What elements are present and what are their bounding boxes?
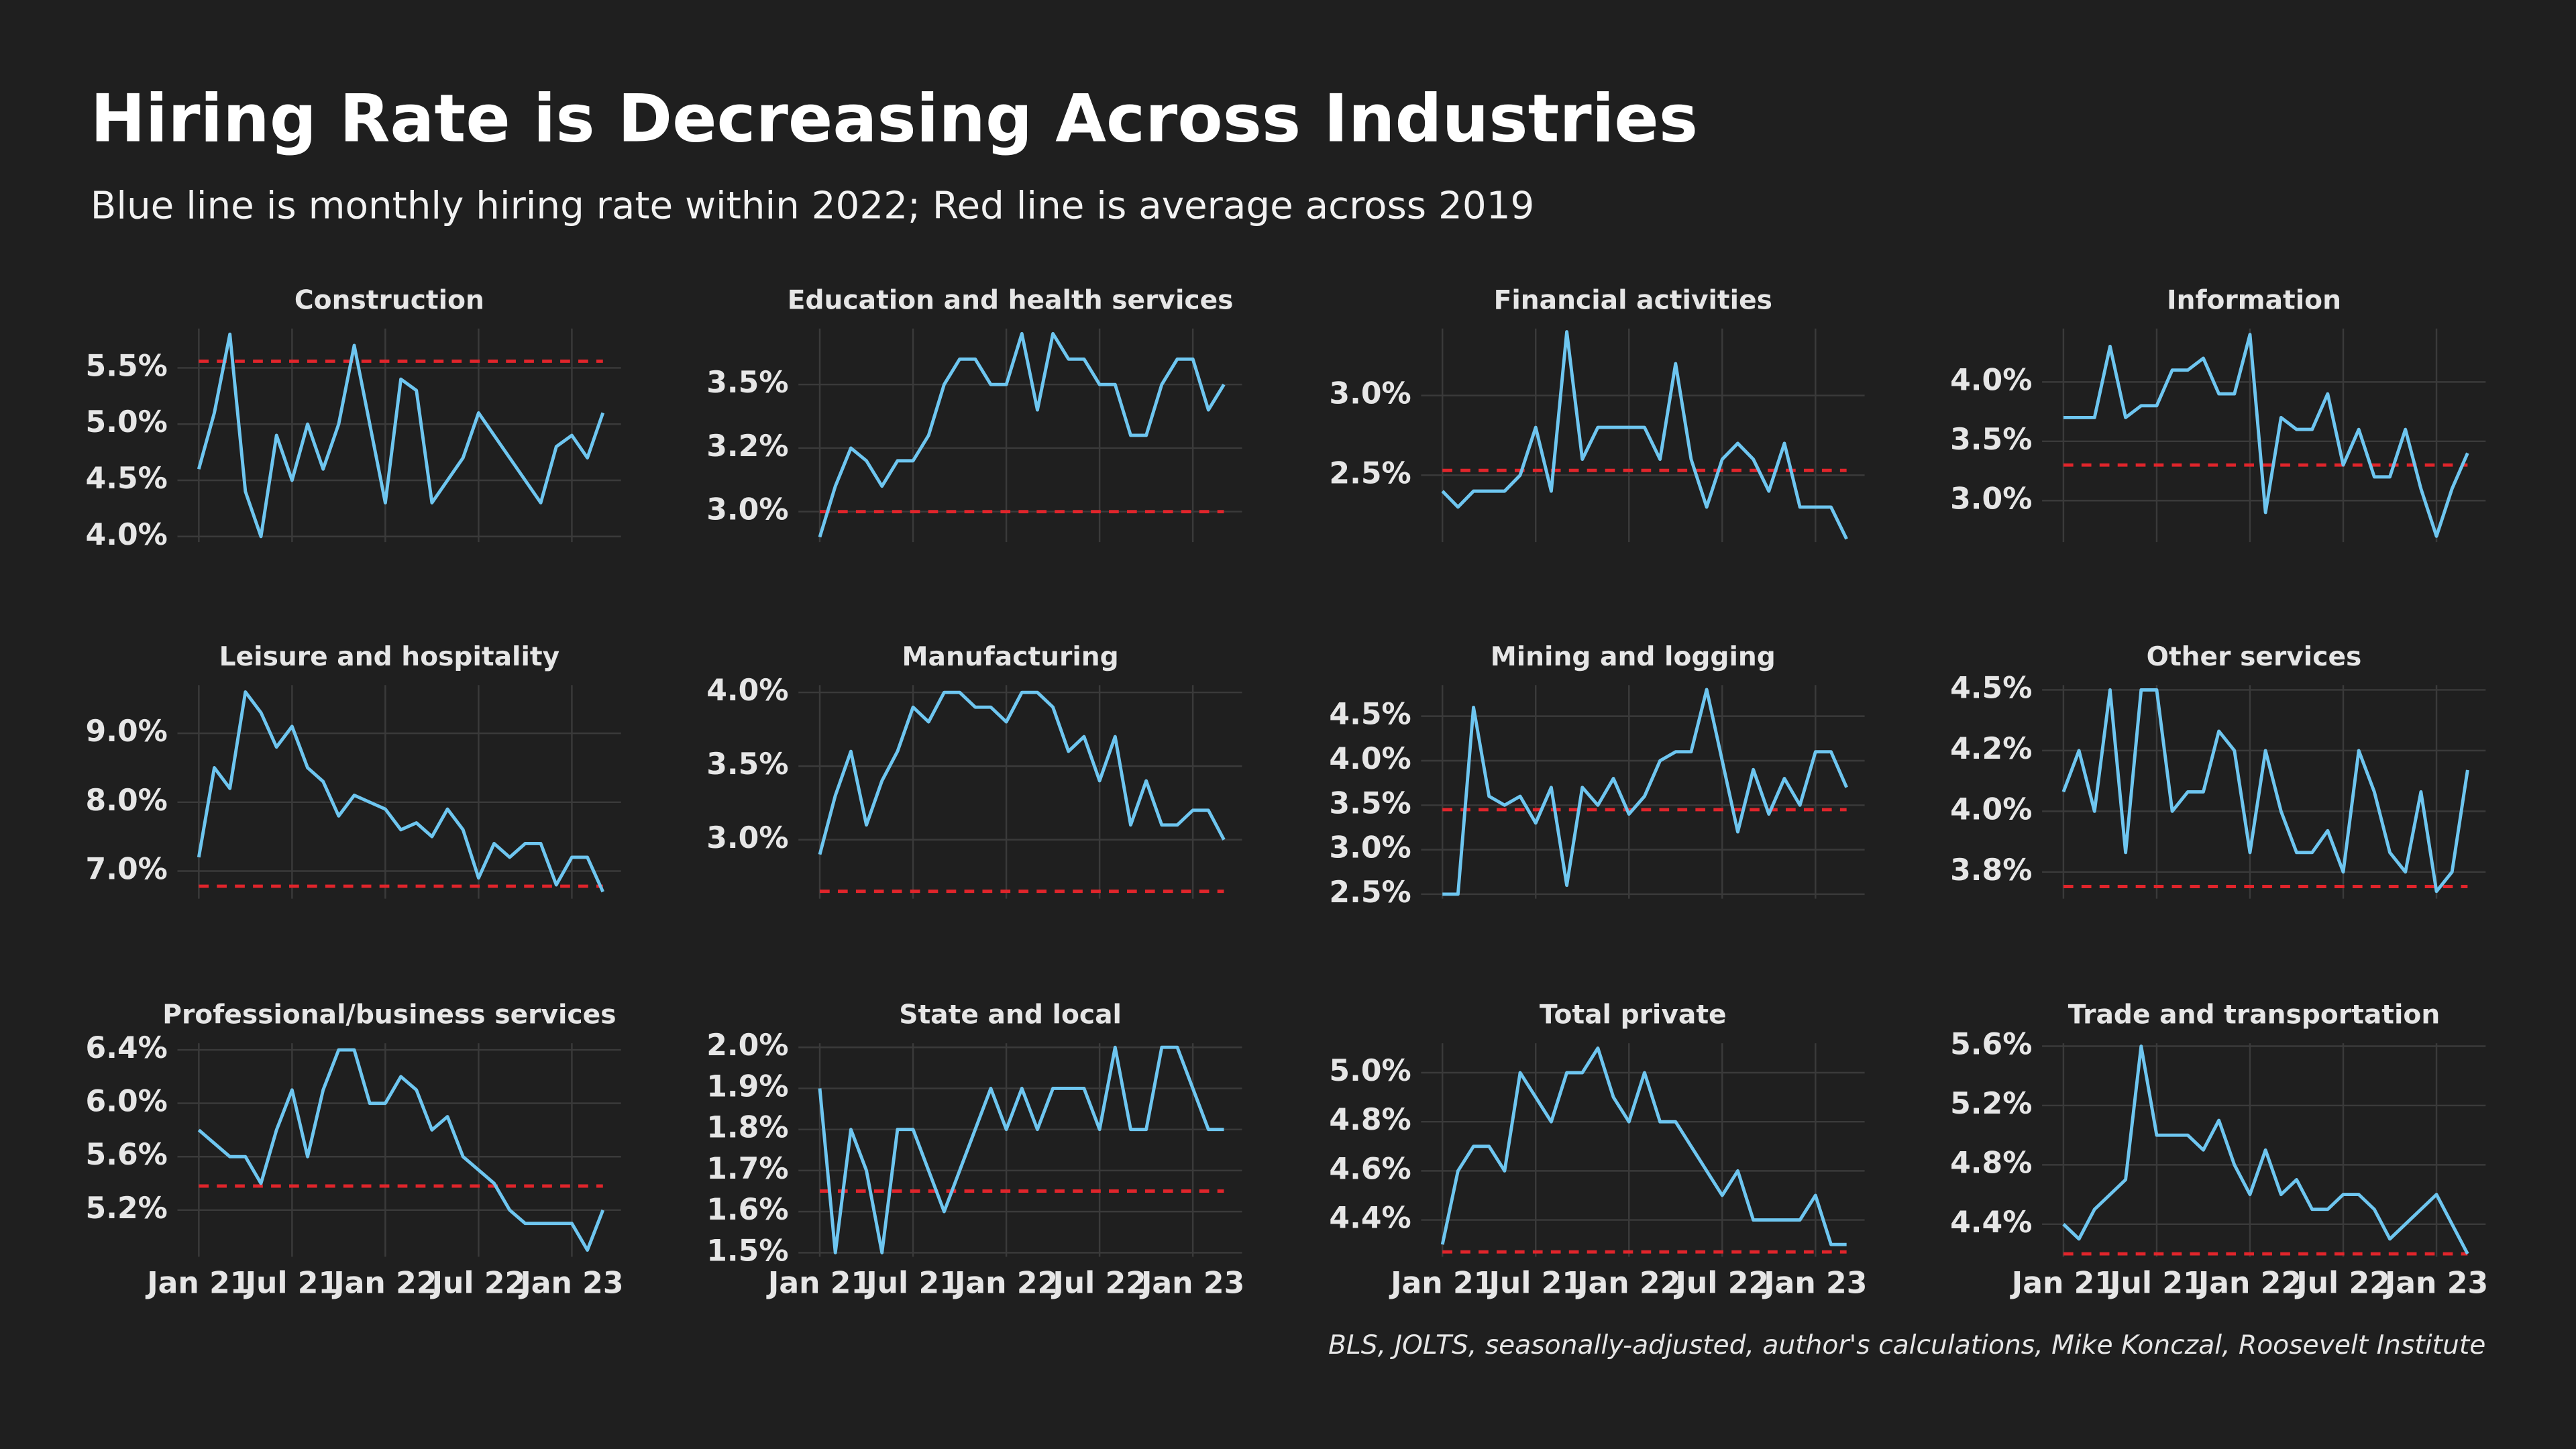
x-tick-label: Jul 22 bbox=[430, 1266, 526, 1300]
y-tick-label: 1.8% bbox=[706, 1111, 788, 1145]
y-tick-label: 3.0% bbox=[1950, 482, 2032, 516]
y-tick-label: 5.6% bbox=[86, 1138, 168, 1172]
y-tick-label: 6.4% bbox=[86, 1031, 168, 1065]
y-tick-label: 3.0% bbox=[706, 493, 788, 527]
y-tick-label: 4.0% bbox=[1950, 792, 2032, 826]
panel-title: Trade and transportation bbox=[2068, 1000, 2440, 1030]
data-line bbox=[2061, 688, 2469, 894]
panel-title: Education and health services bbox=[788, 285, 1234, 315]
y-tick-label: 6.0% bbox=[86, 1085, 168, 1119]
x-tick-label: Jan 22 bbox=[953, 1266, 1058, 1300]
y-tick-label: 1.5% bbox=[706, 1234, 788, 1268]
y-tick-label: 5.2% bbox=[86, 1191, 168, 1226]
x-tick-label: Jan 22 bbox=[331, 1266, 437, 1300]
x-tick-label: Jul 22 bbox=[2294, 1266, 2390, 1300]
y-tick-label: 2.5% bbox=[1329, 456, 1411, 490]
y-tick-label: 4.8% bbox=[1329, 1103, 1411, 1137]
y-tick-label: 5.2% bbox=[1950, 1087, 2032, 1121]
y-tick-label: 3.2% bbox=[706, 429, 788, 464]
y-tick-label: 4.0% bbox=[706, 674, 788, 708]
y-tick-label: 4.5% bbox=[1329, 698, 1411, 732]
y-tick-label: 4.2% bbox=[1950, 732, 2032, 766]
data-line bbox=[2062, 1044, 2469, 1255]
y-tick-label: 1.9% bbox=[706, 1069, 788, 1104]
y-tick-label: 2.5% bbox=[1329, 875, 1411, 910]
panel-title: Other services bbox=[2147, 642, 2362, 672]
y-tick-label: 4.0% bbox=[1950, 363, 2032, 397]
x-tick-label: Jul 21 bbox=[2108, 1266, 2204, 1300]
data-line bbox=[2063, 333, 2469, 538]
data-line bbox=[197, 332, 605, 539]
x-tick-label: Jul 21 bbox=[864, 1266, 960, 1300]
y-tick-label: 3.5% bbox=[1950, 423, 2032, 457]
title: Hiring Rate is Decreasing Across Industr… bbox=[91, 81, 1698, 158]
x-tick-label: Jan 23 bbox=[1762, 1266, 1867, 1300]
data-line bbox=[818, 331, 1226, 538]
x-tick-label: Jan 21 bbox=[145, 1266, 250, 1300]
data-line bbox=[1440, 1046, 1847, 1246]
x-tick-label: Jan 21 bbox=[2010, 1266, 2115, 1300]
data-line bbox=[1442, 688, 1848, 896]
panel-title: Manufacturing bbox=[902, 642, 1119, 672]
y-tick-label: 4.4% bbox=[1950, 1205, 2032, 1240]
y-tick-label: 4.5% bbox=[86, 462, 168, 496]
y-tick-label: 5.5% bbox=[86, 349, 168, 383]
x-tick-label: Jan 21 bbox=[766, 1266, 871, 1300]
data-line bbox=[1441, 330, 1848, 540]
panel-title: Construction bbox=[294, 285, 484, 315]
panel-title: Leisure and hospitality bbox=[219, 642, 560, 672]
x-tick-label: Jan 23 bbox=[1139, 1266, 1244, 1300]
x-tick-label: Jul 22 bbox=[1051, 1266, 1146, 1300]
caption: BLS, JOLTS, seasonally-adjusted, author'… bbox=[1328, 1330, 2485, 1360]
data-line bbox=[197, 690, 605, 893]
y-tick-label: 5.0% bbox=[1329, 1054, 1411, 1088]
y-tick-label: 9.0% bbox=[86, 714, 168, 749]
y-tick-label: 3.5% bbox=[1329, 786, 1411, 820]
y-tick-label: 3.0% bbox=[706, 821, 788, 855]
y-tick-label: 3.5% bbox=[706, 366, 788, 400]
x-tick-label: Jan 22 bbox=[1575, 1266, 1680, 1300]
y-tick-label: 5.0% bbox=[86, 405, 168, 439]
y-tick-label: 3.8% bbox=[1950, 853, 2032, 888]
y-tick-label: 3.0% bbox=[1329, 377, 1411, 411]
y-tick-label: 1.7% bbox=[706, 1152, 788, 1186]
panel-title: Information bbox=[2167, 285, 2341, 315]
data-line bbox=[818, 1045, 1224, 1254]
y-tick-label: 4.4% bbox=[1329, 1201, 1411, 1236]
x-tick-label: Jan 23 bbox=[2383, 1266, 2488, 1300]
y-tick-label: 4.0% bbox=[1329, 742, 1411, 776]
y-tick-label: 5.6% bbox=[1950, 1028, 2032, 1062]
y-tick-label: 2.0% bbox=[706, 1028, 788, 1063]
panel-title: State and local bbox=[899, 1000, 1122, 1030]
y-tick-label: 1.6% bbox=[706, 1193, 788, 1227]
y-tick-label: 4.6% bbox=[1329, 1152, 1411, 1186]
panel-title: Mining and logging bbox=[1491, 642, 1776, 672]
x-tick-label: Jan 22 bbox=[2196, 1266, 2302, 1300]
subtitle: Blue line is monthly hiring rate within … bbox=[91, 184, 1535, 228]
y-tick-label: 3.0% bbox=[1329, 831, 1411, 865]
y-tick-label: 3.5% bbox=[706, 747, 788, 782]
x-tick-label: Jul 21 bbox=[1487, 1266, 1582, 1300]
y-tick-label: 8.0% bbox=[86, 784, 168, 818]
panel-title: Professional/business services bbox=[162, 1000, 616, 1030]
data-line bbox=[197, 1048, 605, 1252]
x-tick-label: Jan 23 bbox=[518, 1266, 623, 1300]
panel-title: Financial activities bbox=[1494, 285, 1772, 315]
y-tick-label: 4.5% bbox=[1950, 671, 2032, 705]
y-tick-label: 4.8% bbox=[1950, 1146, 2032, 1180]
y-tick-label: 7.0% bbox=[86, 853, 168, 887]
x-tick-label: Jan 21 bbox=[1389, 1266, 1494, 1300]
y-tick-label: 4.0% bbox=[86, 518, 168, 552]
panel-title: Total private bbox=[1540, 1000, 1727, 1030]
x-tick-label: Jul 22 bbox=[1673, 1266, 1769, 1300]
x-tick-label: Jul 21 bbox=[244, 1266, 339, 1300]
data-line bbox=[818, 690, 1226, 855]
